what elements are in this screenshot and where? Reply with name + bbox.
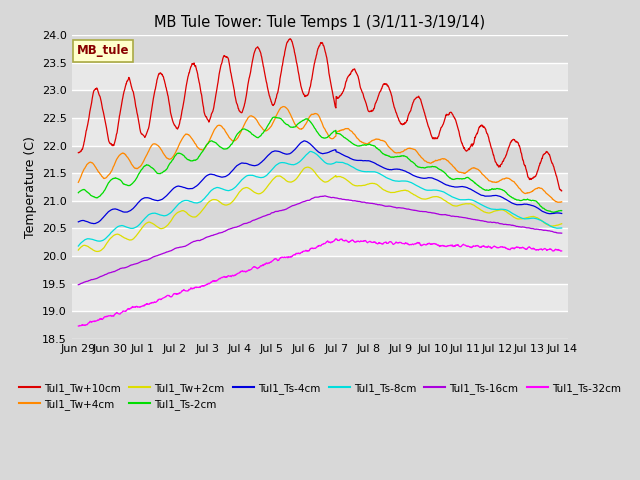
Tul1_Ts-32cm (74, 323, 82, 329)
Tul1_Tw+4cm (322, 129, 330, 134)
Tul1_Ts-32cm (84, 322, 92, 327)
Bar (72, 311, 568, 339)
Tul1_Ts-2cm (408, 159, 415, 165)
Tul1_Tw+2cm (304, 164, 312, 170)
Tul1_Ts-32cm (332, 236, 340, 242)
Tul1_Ts-2cm (84, 189, 92, 195)
Tul1_Ts-4cm (527, 203, 535, 208)
Tul1_Tw+4cm (527, 189, 534, 195)
Tul1_Tw+4cm (558, 199, 566, 204)
Tul1_Ts-4cm (300, 138, 308, 144)
Line: Tul1_Ts-4cm: Tul1_Ts-4cm (78, 141, 562, 224)
Tul1_Tw+2cm (84, 243, 92, 249)
Tul1_Tw+2cm (93, 249, 101, 254)
Y-axis label: Temperature (C): Temperature (C) (24, 136, 36, 238)
Tul1_Ts-8cm (293, 161, 301, 167)
Bar (72, 36, 568, 63)
Tul1_Tw+4cm (408, 146, 415, 152)
Title: MB Tule Tower: Tule Temps 1 (3/1/11-3/19/14): MB Tule Tower: Tule Temps 1 (3/1/11-3/19… (154, 15, 486, 30)
Tul1_Ts-16cm (322, 193, 330, 199)
Tul1_Ts-16cm (84, 278, 92, 284)
Text: MB_tule: MB_tule (77, 45, 129, 58)
Tul1_Tw+10cm (74, 150, 82, 156)
Tul1_Ts-2cm (322, 135, 330, 141)
Line: Tul1_Ts-2cm: Tul1_Ts-2cm (78, 117, 562, 212)
Bar (72, 201, 568, 228)
Tul1_Tw+10cm (527, 176, 534, 182)
Tul1_Ts-2cm (558, 208, 566, 214)
Tul1_Ts-32cm (527, 246, 534, 252)
Line: Tul1_Tw+10cm: Tul1_Tw+10cm (78, 39, 562, 191)
Tul1_Ts-4cm (84, 219, 92, 225)
Tul1_Tw+2cm (408, 191, 416, 196)
Tul1_Ts-32cm (558, 248, 566, 254)
Tul1_Tw+10cm (408, 104, 415, 110)
Tul1_Ts-2cm (74, 190, 82, 196)
Line: Tul1_Ts-32cm: Tul1_Ts-32cm (78, 239, 562, 326)
Tul1_Tw+2cm (74, 247, 82, 253)
Tul1_Ts-8cm (74, 243, 82, 249)
Tul1_Tw+4cm (293, 124, 301, 130)
Tul1_Ts-4cm (323, 150, 330, 156)
Tul1_Ts-4cm (408, 172, 416, 178)
Tul1_Ts-16cm (74, 282, 82, 288)
Tul1_Ts-4cm (161, 194, 169, 200)
Line: Tul1_Ts-16cm: Tul1_Ts-16cm (78, 196, 562, 285)
Bar (72, 256, 568, 284)
Tul1_Tw+4cm (161, 153, 168, 158)
Tul1_Tw+4cm (84, 161, 92, 167)
Bar (72, 145, 568, 173)
Tul1_Tw+4cm (74, 180, 82, 185)
Tul1_Ts-8cm (408, 180, 415, 186)
Tul1_Ts-32cm (408, 241, 415, 247)
Tul1_Ts-2cm (527, 198, 534, 204)
Tul1_Ts-4cm (293, 144, 301, 150)
Tul1_Ts-16cm (527, 226, 534, 231)
Tul1_Tw+4cm (554, 199, 562, 205)
Tul1_Ts-8cm (527, 216, 534, 221)
Tul1_Ts-16cm (408, 207, 415, 213)
Tul1_Tw+4cm (280, 104, 287, 109)
Bar (72, 91, 568, 118)
Legend: Tul1_Tw+10cm, Tul1_Tw+4cm, Tul1_Tw+2cm, Tul1_Ts-2cm, Tul1_Ts-4cm, Tul1_Ts-8cm, T: Tul1_Tw+10cm, Tul1_Tw+4cm, Tul1_Tw+2cm, … (15, 379, 625, 414)
Line: Tul1_Tw+2cm: Tul1_Tw+2cm (78, 167, 562, 252)
Tul1_Ts-2cm (161, 168, 168, 174)
Tul1_Ts-32cm (322, 240, 330, 246)
Tul1_Ts-32cm (293, 251, 301, 256)
Tul1_Ts-16cm (558, 230, 566, 236)
Tul1_Ts-8cm (84, 236, 92, 241)
Tul1_Ts-16cm (293, 202, 301, 207)
Tul1_Ts-8cm (307, 148, 314, 154)
Tul1_Tw+10cm (286, 36, 294, 42)
Tul1_Ts-2cm (270, 114, 278, 120)
Tul1_Ts-4cm (90, 221, 97, 227)
Tul1_Tw+10cm (558, 188, 566, 194)
Line: Tul1_Ts-8cm: Tul1_Ts-8cm (78, 151, 562, 246)
Tul1_Ts-8cm (322, 160, 330, 166)
Tul1_Tw+2cm (161, 224, 169, 230)
Tul1_Ts-2cm (550, 209, 557, 215)
Tul1_Ts-16cm (161, 250, 168, 256)
Tul1_Tw+2cm (293, 175, 301, 180)
Tul1_Tw+2cm (323, 179, 330, 185)
Tul1_Ts-32cm (161, 294, 168, 300)
Tul1_Ts-8cm (161, 213, 168, 219)
Tul1_Ts-16cm (321, 193, 329, 199)
Tul1_Ts-4cm (558, 211, 566, 216)
Tul1_Tw+2cm (558, 221, 566, 227)
Tul1_Ts-8cm (558, 225, 566, 231)
Tul1_Tw+10cm (293, 62, 301, 68)
Tul1_Tw+10cm (161, 79, 168, 85)
Tul1_Ts-2cm (293, 122, 301, 128)
Tul1_Ts-4cm (74, 219, 82, 225)
Tul1_Tw+10cm (557, 188, 565, 194)
Tul1_Tw+10cm (322, 51, 330, 57)
Line: Tul1_Tw+4cm: Tul1_Tw+4cm (78, 107, 562, 202)
Tul1_Tw+2cm (527, 214, 535, 219)
Tul1_Tw+10cm (84, 123, 92, 129)
